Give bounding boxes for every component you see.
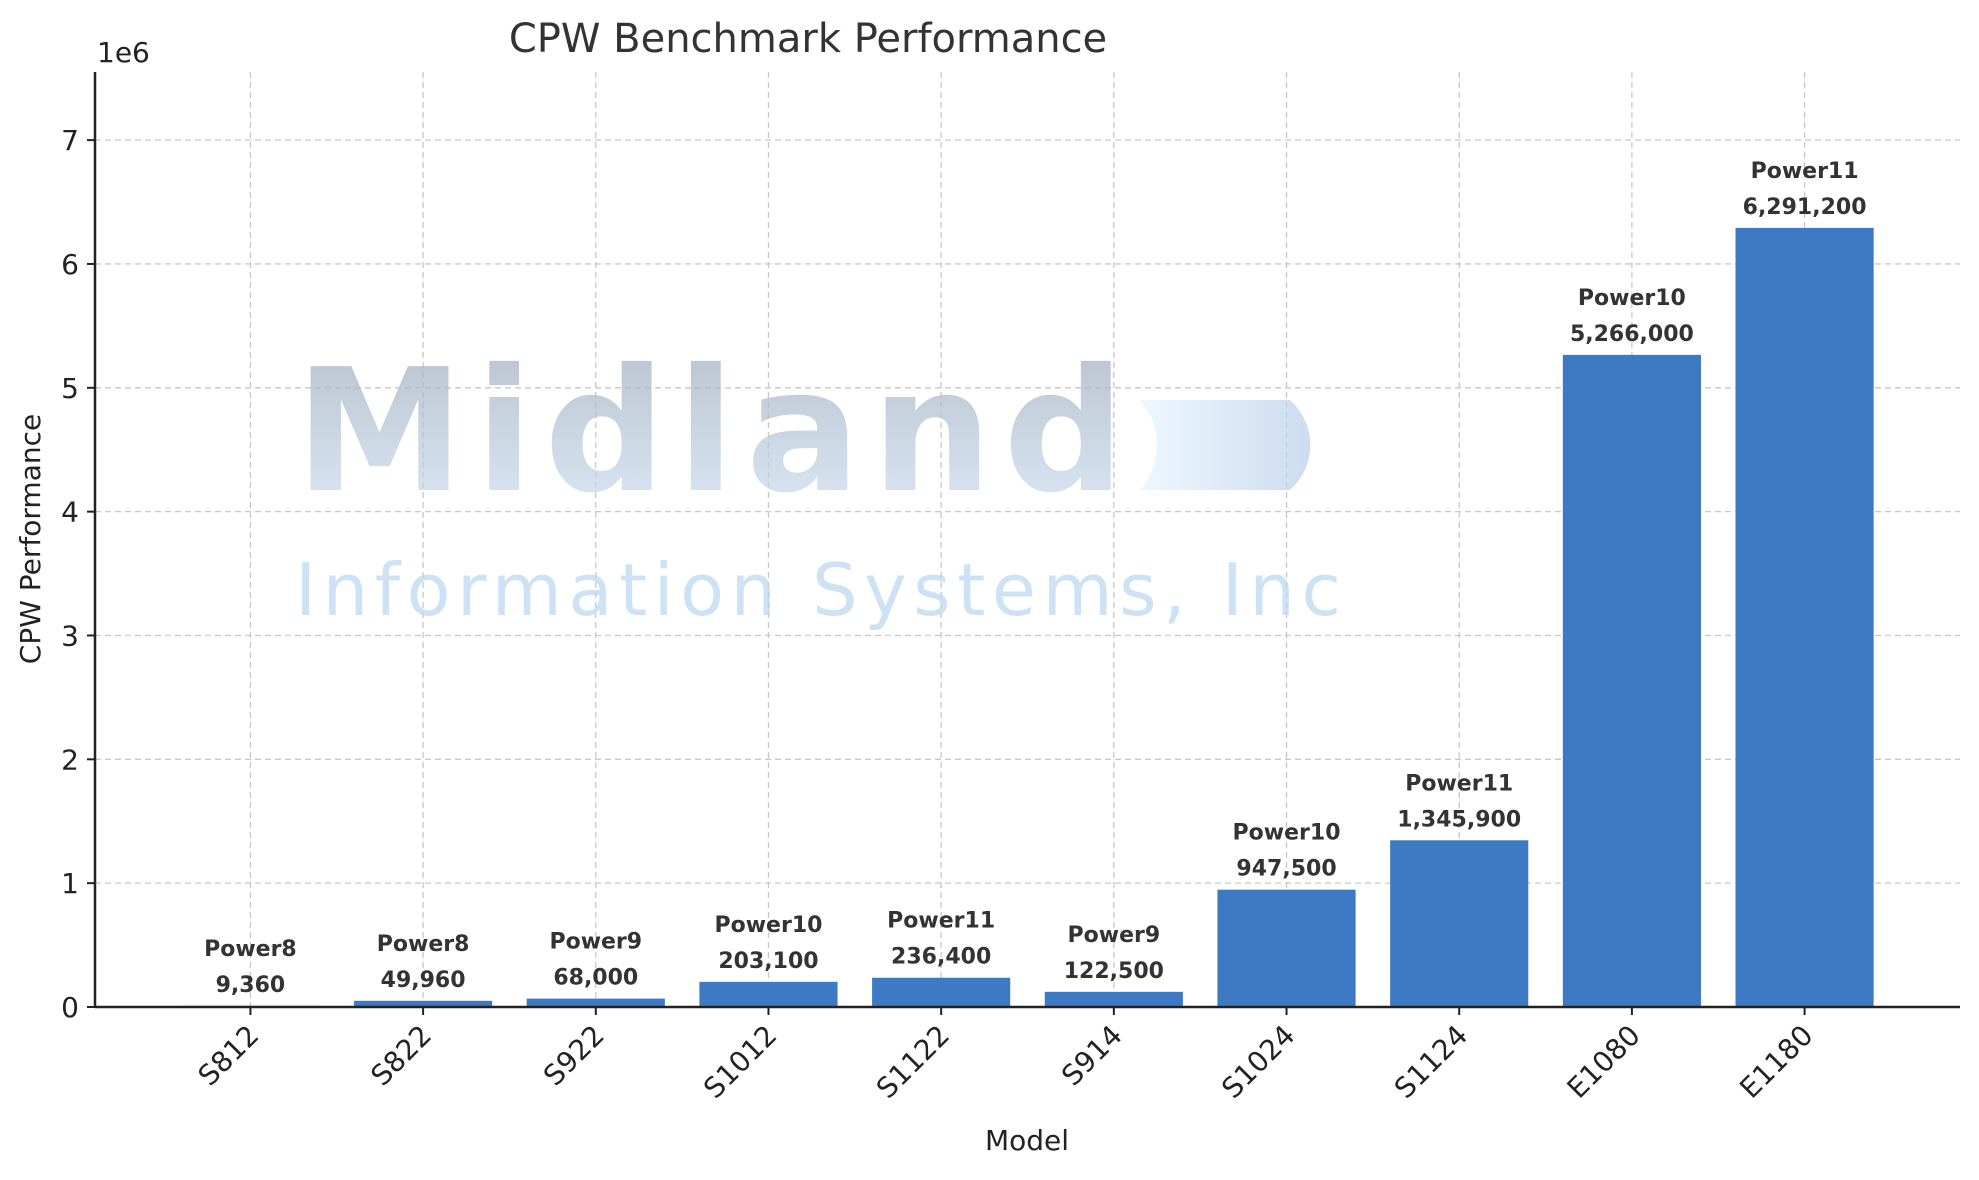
watermark-d-shape	[1140, 400, 1311, 490]
y-tick-label: 6	[61, 248, 79, 281]
bar-value-label: 236,400	[891, 945, 991, 970]
bar-e1080	[1562, 354, 1701, 1007]
bar-generation-label: Power9	[1068, 923, 1161, 948]
bar-generation-label: Power10	[1578, 286, 1686, 311]
bar-value-label: 1,345,900	[1397, 807, 1521, 832]
bar-generation-label: Power11	[1405, 771, 1513, 796]
bar-s1012	[699, 981, 838, 1007]
bars	[181, 227, 1874, 1008]
y-tick-label: 2	[61, 743, 79, 776]
y-offset-label: 1e6	[97, 36, 150, 69]
bar-s1122	[872, 977, 1011, 1007]
bar-value-label: 68,000	[553, 966, 638, 991]
x-tick-label: S1124	[1388, 1019, 1474, 1105]
x-tick-label: S1012	[697, 1019, 783, 1105]
bar-value-label: 6,291,200	[1743, 195, 1867, 220]
bar-s822	[354, 1000, 493, 1007]
y-tick-label: 4	[61, 496, 79, 529]
bar-e1180	[1735, 227, 1874, 1008]
bar-generation-label: Power11	[887, 909, 995, 934]
x-tick-label: E1180	[1733, 1019, 1819, 1105]
bar-value-label: 5,266,000	[1570, 322, 1694, 347]
bar-value-label: 122,500	[1064, 959, 1164, 984]
bar-generation-label: Power9	[549, 930, 642, 955]
bar-generation-label: Power8	[204, 937, 297, 962]
y-tick-label: 0	[61, 991, 79, 1024]
bar-s1124	[1390, 840, 1529, 1007]
x-axis-label: Model	[985, 1124, 1069, 1157]
y-tick-label: 3	[61, 619, 79, 652]
bar-generation-label: Power10	[1233, 821, 1341, 846]
x-tick-label: S812	[192, 1019, 266, 1093]
x-tick-label: S922	[537, 1019, 611, 1093]
bar-value-label: 9,360	[216, 973, 286, 998]
midland-watermark-logo: Midland Information Systems, Inc	[295, 333, 1345, 632]
bar-generation-label: Power8	[377, 932, 470, 957]
grid	[95, 72, 1960, 1007]
bar-generation-label: Power10	[714, 913, 822, 938]
x-tick-label: S1122	[870, 1019, 956, 1105]
watermark-name: Midland	[295, 333, 1125, 531]
y-tick-label: 7	[61, 124, 79, 157]
bar-value-label: 947,500	[1236, 857, 1336, 882]
y-tick-label: 5	[61, 372, 79, 405]
chart-title: CPW Benchmark Performance	[509, 16, 1107, 62]
bar-generation-label: Power11	[1751, 159, 1859, 184]
bar-value-label: 49,960	[381, 968, 466, 993]
x-tick-label: S1024	[1215, 1019, 1301, 1105]
x-tick-label: S822	[364, 1019, 438, 1093]
bar-s914	[1044, 991, 1183, 1007]
x-tick-label: E1080	[1561, 1019, 1647, 1105]
bar-labels: Power8 9,360 Power8 49,960 Power9 68,000 Power…	[204, 159, 1866, 998]
y-tick-label: 1	[61, 867, 79, 900]
y-axis-label: CPW Performance	[14, 414, 47, 664]
bar-value-label: 203,100	[718, 949, 818, 974]
watermark-subtitle: Information Systems, Inc	[295, 548, 1345, 632]
x-tick-label: S914	[1055, 1019, 1129, 1093]
bar-s922	[526, 998, 665, 1007]
bar-s1024	[1217, 889, 1356, 1007]
